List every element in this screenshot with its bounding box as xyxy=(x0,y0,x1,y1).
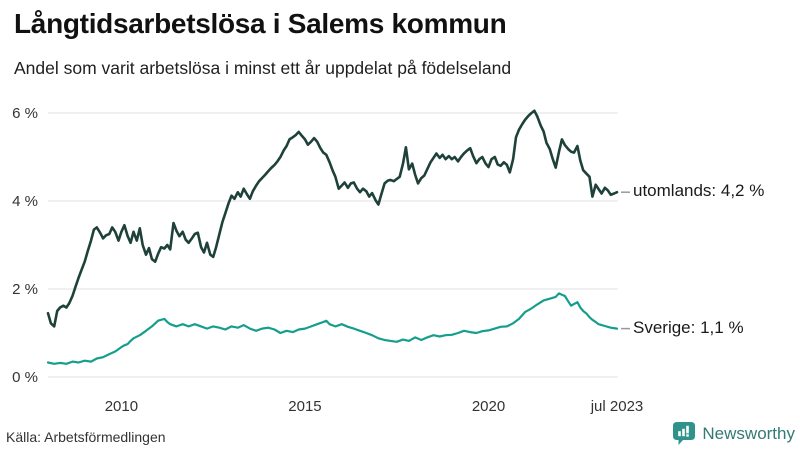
series-end-label-sverige: Sverige: 1,1 % xyxy=(633,317,744,337)
newsworthy-label: Newsworthy xyxy=(702,424,795,443)
series-line-sverige xyxy=(46,292,619,365)
y-tick-label: 2 % xyxy=(12,281,38,298)
y-tick-label: 6 % xyxy=(12,105,38,122)
page-subtitle: Andel som varit arbetslösa i minst ett å… xyxy=(14,58,512,78)
line-chart: 0 % 2 % 4 % 6 % 2010 2015 2020 jul 2023 xyxy=(12,105,644,415)
source-note: Källa: Arbetsförmedlingen xyxy=(6,429,166,445)
x-tick-label: 2010 xyxy=(105,398,138,415)
newsworthy-logo[interactable]: Newsworthy xyxy=(672,421,795,447)
x-tick-label: jul 2023 xyxy=(590,398,644,415)
x-tick-label: 2020 xyxy=(472,398,505,415)
page-title: Långtidsarbetslösa i Salems kommun xyxy=(14,8,507,39)
series-end-label-utomlands: utomlands: 4,2 % xyxy=(633,181,765,201)
newsworthy-icon xyxy=(673,422,696,445)
y-tick-label: 0 % xyxy=(12,369,38,386)
y-tick-label: 4 % xyxy=(12,193,38,210)
series-line-utomlands xyxy=(46,109,619,328)
x-tick-label: 2015 xyxy=(288,398,321,415)
